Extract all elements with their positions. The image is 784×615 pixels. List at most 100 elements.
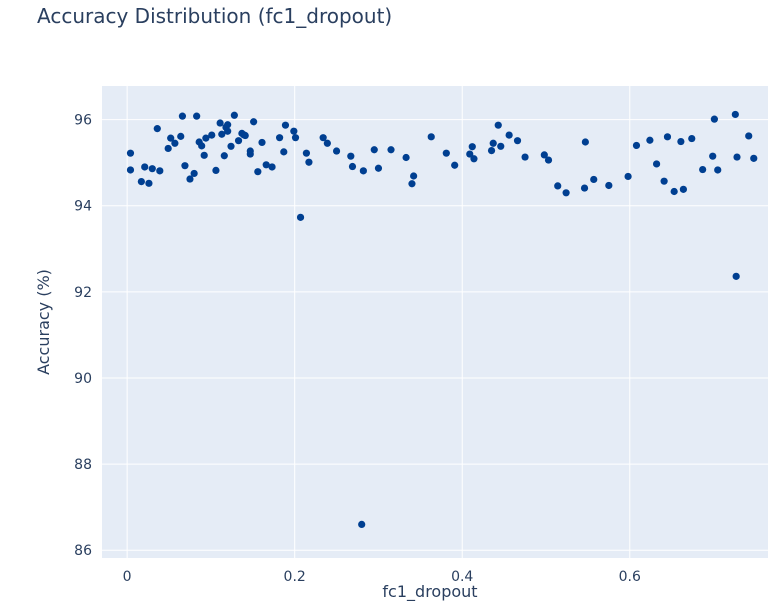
data-point[interactable]	[709, 152, 717, 160]
data-point[interactable]	[177, 132, 185, 140]
data-point[interactable]	[156, 167, 164, 175]
data-point[interactable]	[290, 127, 298, 135]
data-point[interactable]	[497, 142, 505, 150]
data-point[interactable]	[348, 162, 357, 171]
data-point[interactable]	[224, 127, 232, 135]
data-point[interactable]	[171, 139, 179, 147]
data-point[interactable]	[387, 146, 395, 154]
data-point[interactable]	[540, 151, 548, 159]
data-point[interactable]	[358, 520, 366, 529]
data-point[interactable]	[679, 185, 687, 193]
data-point[interactable]	[212, 166, 220, 175]
data-point[interactable]	[153, 125, 161, 133]
data-point[interactable]	[254, 168, 262, 176]
data-point[interactable]	[451, 161, 459, 169]
data-point[interactable]	[220, 152, 228, 160]
data-point[interactable]	[126, 166, 135, 174]
data-point[interactable]	[732, 272, 740, 280]
data-point[interactable]	[305, 158, 313, 166]
data-point[interactable]	[494, 121, 502, 129]
data-point[interactable]	[410, 172, 418, 180]
data-point[interactable]	[268, 163, 276, 171]
data-point[interactable]	[370, 146, 378, 154]
data-point[interactable]	[193, 112, 201, 120]
data-point[interactable]	[359, 167, 367, 175]
data-point[interactable]	[291, 134, 300, 142]
data-point[interactable]	[505, 131, 513, 139]
data-point[interactable]	[262, 161, 270, 169]
data-point[interactable]	[605, 181, 613, 190]
data-point[interactable]	[167, 134, 175, 142]
data-point[interactable]	[374, 164, 383, 172]
data-point[interactable]	[190, 169, 198, 178]
data-point[interactable]	[663, 133, 672, 141]
data-point[interactable]	[137, 178, 145, 186]
data-point[interactable]	[164, 144, 172, 153]
data-point[interactable]	[319, 134, 327, 142]
data-point[interactable]	[677, 137, 685, 146]
data-point[interactable]	[660, 177, 668, 185]
data-point[interactable]	[347, 152, 355, 160]
data-point[interactable]	[521, 153, 529, 161]
data-point[interactable]	[208, 131, 216, 139]
data-point[interactable]	[126, 149, 135, 157]
data-point[interactable]	[402, 153, 410, 162]
data-point[interactable]	[562, 189, 570, 197]
data-point[interactable]	[178, 112, 187, 120]
data-point[interactable]	[141, 163, 149, 171]
data-point[interactable]	[198, 142, 206, 150]
data-point[interactable]	[323, 139, 331, 147]
data-point[interactable]	[145, 179, 153, 187]
x-tick-label: 0.2	[284, 569, 306, 585]
data-point[interactable]	[227, 142, 235, 150]
data-point[interactable]	[688, 134, 696, 143]
data-point[interactable]	[230, 111, 238, 119]
data-point[interactable]	[181, 162, 189, 170]
data-point[interactable]	[280, 148, 288, 156]
data-point[interactable]	[699, 165, 707, 174]
data-point[interactable]	[670, 187, 678, 196]
data-point[interactable]	[581, 138, 589, 146]
data-point[interactable]	[468, 143, 476, 151]
data-point[interactable]	[750, 154, 758, 162]
data-point[interactable]	[442, 149, 450, 157]
data-point[interactable]	[276, 134, 284, 142]
data-point[interactable]	[513, 137, 522, 145]
data-point[interactable]	[148, 165, 156, 173]
data-point[interactable]	[332, 147, 341, 155]
data-point[interactable]	[234, 137, 243, 145]
data-point[interactable]	[408, 180, 416, 188]
data-point[interactable]	[632, 141, 641, 150]
data-point[interactable]	[466, 150, 474, 158]
data-point[interactable]	[624, 172, 632, 181]
data-point[interactable]	[302, 149, 311, 157]
data-point[interactable]	[745, 132, 753, 140]
data-point[interactable]	[218, 130, 226, 138]
data-point[interactable]	[281, 121, 290, 129]
data-point[interactable]	[731, 110, 739, 119]
data-point[interactable]	[544, 156, 553, 164]
data-point[interactable]	[258, 138, 266, 147]
data-point[interactable]	[489, 139, 497, 147]
data-point[interactable]	[470, 155, 478, 163]
data-point[interactable]	[580, 184, 589, 192]
data-point[interactable]	[224, 121, 232, 129]
data-point[interactable]	[250, 118, 258, 126]
data-point[interactable]	[427, 133, 435, 141]
data-point[interactable]	[714, 166, 722, 174]
data-point[interactable]	[652, 160, 661, 168]
data-point[interactable]	[487, 146, 496, 155]
data-point[interactable]	[296, 213, 305, 221]
data-point[interactable]	[590, 175, 598, 184]
data-point[interactable]	[241, 131, 249, 140]
data-point[interactable]	[186, 175, 194, 183]
data-point[interactable]	[733, 153, 741, 161]
data-point[interactable]	[710, 115, 718, 123]
y-tick-label: 88	[74, 457, 92, 473]
data-point[interactable]	[554, 182, 562, 190]
data-point[interactable]	[246, 150, 254, 158]
data-point[interactable]	[646, 136, 654, 144]
data-point[interactable]	[202, 134, 210, 142]
data-point[interactable]	[216, 119, 224, 127]
data-point[interactable]	[200, 151, 208, 159]
